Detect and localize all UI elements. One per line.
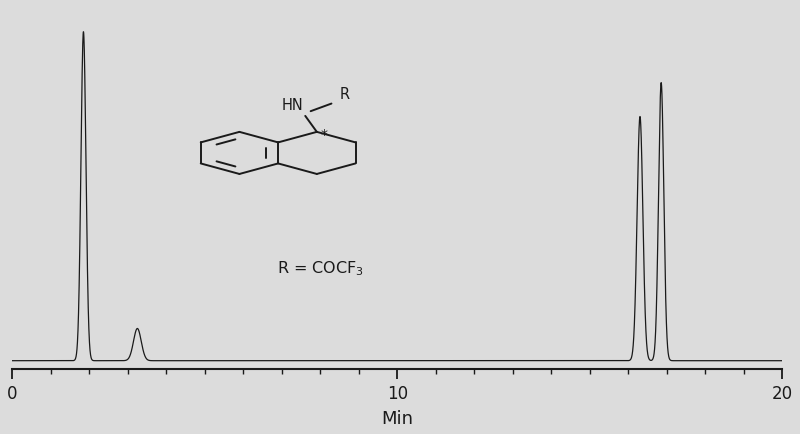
Text: *: * xyxy=(321,128,328,141)
Text: R = COCF$_3$: R = COCF$_3$ xyxy=(277,258,364,277)
Text: R: R xyxy=(340,86,350,102)
X-axis label: Min: Min xyxy=(382,409,414,427)
Text: HN: HN xyxy=(281,98,303,113)
